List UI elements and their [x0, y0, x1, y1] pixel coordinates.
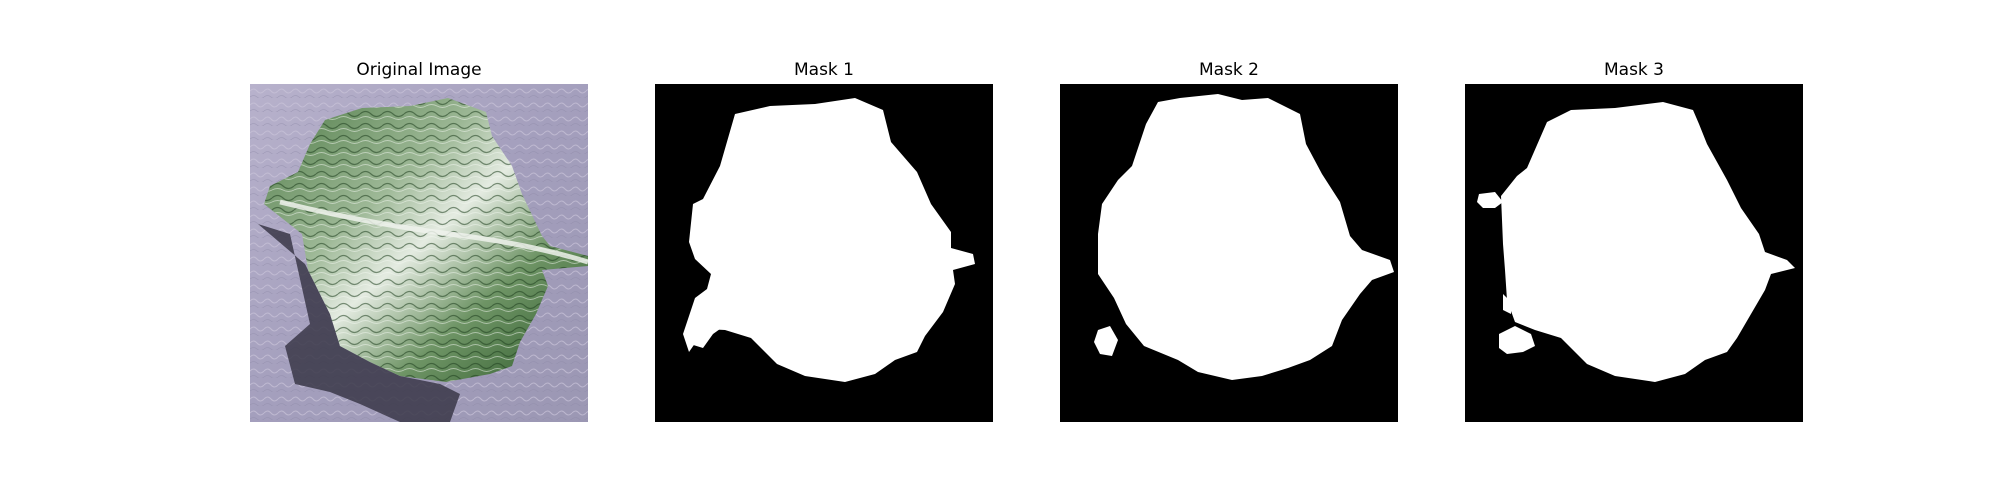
panel-title-original-image: Original Image: [356, 60, 482, 80]
mask-3-image: [1465, 84, 1803, 422]
panel-title-mask-3: Mask 3: [1603, 60, 1664, 80]
panel-mask-1: Mask 1: [655, 58, 993, 422]
leaf-photo-image: [250, 84, 588, 422]
panel-title-mask-2: Mask 2: [1198, 60, 1259, 80]
panel-original-image: Original Image: [250, 58, 588, 422]
panel-title-mask-1: Mask 1: [793, 60, 854, 80]
mask-1-image: [655, 84, 993, 422]
mask-2-image: [1060, 84, 1398, 422]
panel-mask-3: Mask 3: [1465, 58, 1803, 422]
panel-mask-2: Mask 2: [1060, 58, 1398, 422]
